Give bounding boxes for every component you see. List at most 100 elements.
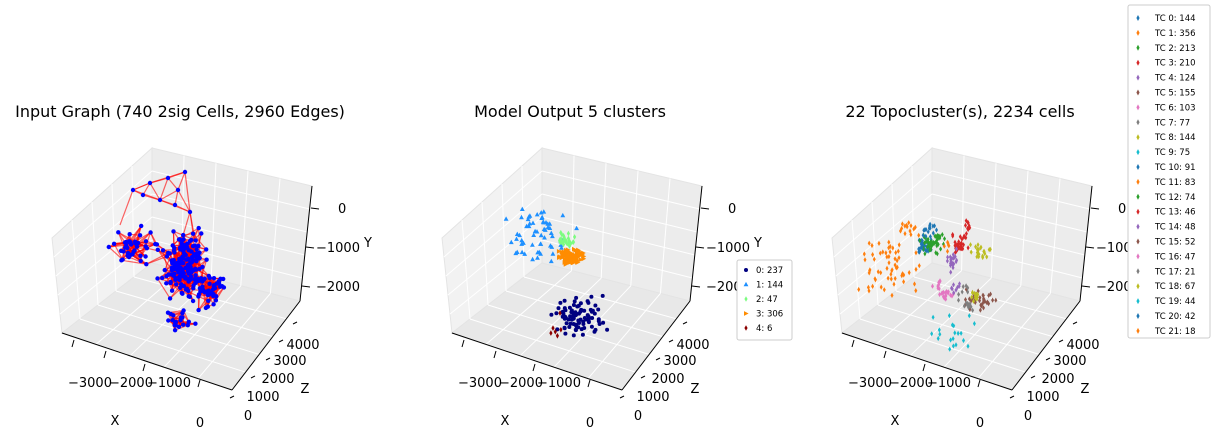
graph-edge bbox=[130, 225, 142, 245]
x-axis-line bbox=[841, 332, 1013, 391]
topocluster-point bbox=[937, 233, 940, 239]
x-tick-mark bbox=[461, 339, 465, 348]
topocluster-point bbox=[937, 279, 941, 286]
graph-node bbox=[196, 307, 201, 313]
graph-node bbox=[134, 244, 140, 249]
axis-edges bbox=[841, 185, 1093, 391]
x-tick-mark bbox=[532, 363, 536, 372]
z-tick-mark bbox=[619, 395, 625, 399]
topocluster-point bbox=[987, 292, 991, 299]
x-tick-label: −2000 bbox=[109, 376, 153, 391]
cluster-point bbox=[541, 209, 547, 214]
topocluster-point bbox=[889, 271, 893, 277]
cluster-point bbox=[605, 327, 610, 332]
cluster-point bbox=[530, 256, 535, 262]
topocluster-point bbox=[966, 289, 970, 295]
graph-edge bbox=[182, 211, 191, 236]
topocluster-point bbox=[918, 238, 922, 244]
topocluster-point bbox=[971, 289, 974, 295]
topocluster-point bbox=[939, 246, 943, 252]
topocluster-point bbox=[979, 303, 983, 309]
topocluster-point bbox=[949, 269, 953, 275]
topocluster-point bbox=[952, 255, 956, 261]
topocluster-point bbox=[890, 292, 894, 298]
graph-node bbox=[205, 292, 211, 298]
topocluster-point bbox=[982, 305, 985, 311]
topocluster-point bbox=[958, 234, 962, 240]
topocluster-point bbox=[876, 269, 880, 275]
topocluster-point bbox=[878, 250, 882, 256]
graph-edge bbox=[149, 182, 161, 201]
graph-node bbox=[121, 249, 126, 254]
topocluster-point bbox=[897, 255, 901, 261]
graph-node bbox=[133, 241, 138, 246]
topocluster-point bbox=[964, 300, 968, 306]
topocluster-point bbox=[924, 239, 928, 245]
y-axis-label: Y bbox=[753, 236, 762, 251]
topocluster-point bbox=[933, 233, 937, 239]
graph-node bbox=[189, 270, 194, 275]
graph-edge bbox=[132, 243, 156, 255]
graph-node bbox=[125, 245, 130, 251]
y-tick-mark bbox=[700, 207, 710, 210]
grid-line bbox=[269, 178, 281, 294]
graph-node bbox=[181, 322, 186, 327]
cluster-point bbox=[503, 216, 509, 221]
graph-edge bbox=[108, 246, 124, 261]
topocluster-point bbox=[863, 257, 867, 263]
topocluster-point bbox=[967, 313, 971, 319]
grid-line bbox=[151, 193, 308, 233]
graph-edge bbox=[145, 232, 152, 247]
legend-entry-label: 0: 237 bbox=[756, 266, 783, 276]
cluster-point bbox=[519, 214, 524, 220]
topocluster-point bbox=[940, 232, 944, 238]
graph-node bbox=[203, 305, 209, 311]
topocluster-point bbox=[955, 257, 959, 263]
topocluster-point bbox=[867, 288, 871, 294]
cluster-point bbox=[573, 323, 578, 327]
cluster-points bbox=[503, 206, 610, 339]
topocluster-point bbox=[953, 330, 957, 336]
graph-node bbox=[197, 255, 202, 261]
x-tick-mark bbox=[883, 350, 887, 359]
legend-entry-label: TC 18: 67 bbox=[1154, 282, 1196, 292]
cluster-point bbox=[534, 229, 540, 234]
topocluster-point bbox=[974, 295, 977, 301]
graph-edge bbox=[177, 189, 191, 213]
cluster-1-points bbox=[503, 206, 579, 264]
topocluster-point bbox=[974, 244, 978, 250]
graph-node bbox=[178, 285, 183, 290]
graph-node bbox=[178, 247, 183, 252]
z-tick-label: 1000 bbox=[636, 390, 669, 405]
graph-node bbox=[196, 243, 201, 249]
topocluster-point bbox=[886, 275, 890, 281]
graph-node bbox=[175, 187, 181, 193]
cluster-point bbox=[542, 235, 547, 240]
topocluster-point bbox=[937, 327, 941, 333]
graph-node bbox=[190, 231, 196, 236]
graph-node bbox=[193, 253, 198, 259]
topocluster-point bbox=[953, 254, 957, 260]
topocluster-point bbox=[972, 321, 976, 327]
axis-edges bbox=[451, 185, 703, 391]
cluster-point bbox=[559, 245, 564, 250]
graph-node bbox=[127, 239, 132, 244]
topocluster-point bbox=[857, 286, 861, 293]
graph-node bbox=[211, 302, 216, 307]
graph-node bbox=[193, 238, 198, 243]
graph-node bbox=[130, 252, 135, 257]
graph-node bbox=[181, 232, 186, 238]
graph-node bbox=[219, 284, 225, 289]
legend-entry-label: TC 14: 48 bbox=[1154, 223, 1196, 233]
graph-node bbox=[167, 296, 173, 301]
graph-node bbox=[169, 267, 175, 273]
topocluster-point bbox=[877, 240, 881, 246]
topocluster-point bbox=[879, 270, 883, 276]
legend-entry-label: TC 1: 356 bbox=[1154, 29, 1196, 39]
cluster-point bbox=[581, 254, 587, 259]
axis-edges bbox=[61, 185, 313, 391]
topocluster-point bbox=[946, 254, 950, 260]
grid-line bbox=[931, 193, 1088, 233]
grid-line bbox=[541, 193, 698, 233]
graph-node bbox=[168, 280, 173, 286]
